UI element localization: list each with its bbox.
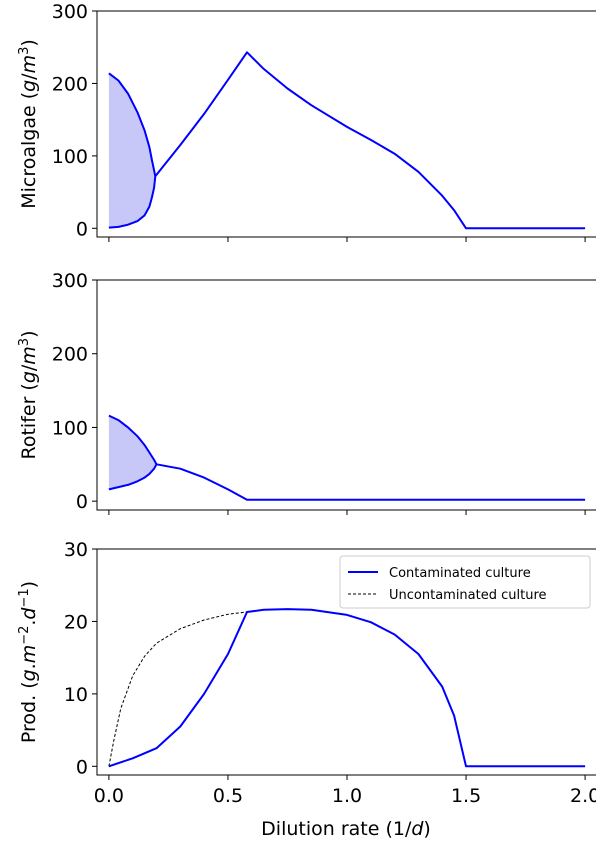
x-tick-label: 1.0 [332, 785, 362, 807]
y-tick-label: 20 [64, 611, 88, 633]
bistable-shaded-region [108, 73, 156, 228]
y-tick-label: 0 [76, 218, 88, 240]
rotifer-panel: 0 100 200 300 Rotifer (g/m3) [17, 270, 596, 515]
y-tick-label: 200 [52, 73, 88, 95]
legend-entry-label: Contaminated culture [389, 566, 531, 581]
microalgae-panel: 0 100 200 300 Microalgae (g/m3) [17, 1, 596, 242]
y-tick-label: 30 [64, 539, 88, 561]
series-line-2 [154, 51, 586, 230]
x-axis-label: Dilution rate (1/d) [261, 818, 431, 840]
series-line-0 [108, 72, 157, 177]
y-axis-label: Microalgae (g/m3) [17, 39, 40, 209]
y-tick-label: 100 [52, 146, 88, 168]
axes-frame [96, 10, 596, 238]
y-tick-label: 200 [52, 344, 88, 366]
y-tick-label: 10 [64, 684, 88, 706]
productivity-panel: 0.0 0.5 1.0 1.5 2.0 0 10 20 30 Prod. (g.m−2.d−1) D… [17, 539, 596, 840]
y-axis-label: Prod. (g.m−2.d−1) [17, 581, 40, 743]
series-line-1 [108, 463, 158, 491]
series-line-0 [108, 608, 586, 768]
axes-frame [96, 548, 596, 776]
y-tick-label: 300 [52, 270, 88, 292]
x-tick-label: 2.0 [570, 785, 596, 807]
y-axis-label: Rotifer (g/m3) [17, 330, 40, 459]
series-line-0 [108, 414, 158, 465]
legend-box [339, 555, 591, 609]
x-tick-label: 0.0 [94, 785, 124, 807]
x-tick-label: 1.5 [451, 785, 481, 807]
series-line-1 [108, 611, 248, 767]
axes-frame [96, 279, 596, 511]
y-tick-label: 0 [76, 491, 88, 513]
x-tick-label: 0.5 [213, 785, 243, 807]
legend: Contaminated culture Uncontaminated cultu… [339, 555, 591, 609]
y-tick-label: 100 [52, 417, 88, 439]
legend-entry-label: Uncontaminated culture [389, 588, 547, 603]
bistable-shaded-region [108, 415, 157, 490]
series-line-1 [108, 176, 157, 229]
y-tick-label: 0 [76, 756, 88, 778]
series-line-2 [156, 463, 586, 501]
y-tick-label: 300 [52, 1, 88, 23]
